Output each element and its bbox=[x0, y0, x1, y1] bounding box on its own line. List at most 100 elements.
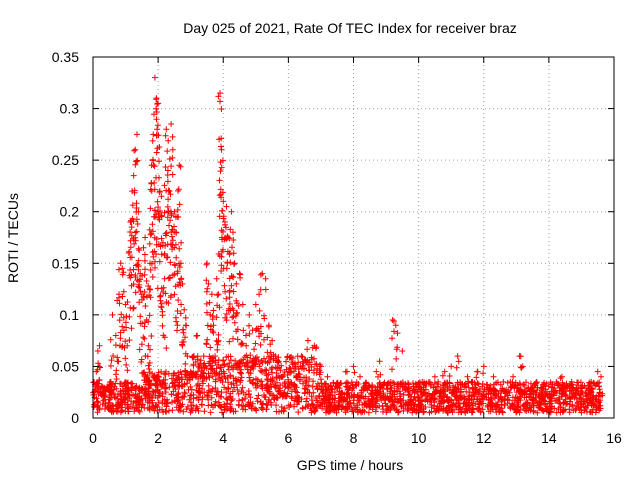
data-point bbox=[312, 395, 319, 401]
data-point bbox=[117, 260, 124, 267]
data-point bbox=[283, 366, 290, 373]
data-point bbox=[216, 136, 223, 143]
data-point bbox=[474, 368, 481, 375]
data-point bbox=[521, 382, 528, 389]
data-point bbox=[188, 371, 195, 377]
data-point bbox=[195, 394, 202, 401]
data-point bbox=[154, 198, 161, 205]
data-point bbox=[106, 382, 113, 389]
data-point bbox=[587, 380, 594, 387]
y-tick-label: 0.2 bbox=[60, 204, 80, 220]
data-point bbox=[141, 257, 148, 264]
data-point bbox=[589, 385, 596, 392]
data-point bbox=[145, 362, 152, 369]
data-point bbox=[393, 355, 400, 362]
data-point bbox=[154, 126, 161, 133]
data-point bbox=[218, 268, 225, 274]
data-point bbox=[351, 369, 358, 376]
data-point bbox=[112, 342, 119, 349]
data-point bbox=[252, 301, 259, 308]
data-point bbox=[214, 292, 221, 299]
data-point bbox=[171, 208, 178, 215]
data-point bbox=[173, 214, 179, 221]
data-point bbox=[557, 375, 564, 382]
data-point bbox=[202, 363, 209, 370]
data-point bbox=[498, 388, 505, 394]
data-point bbox=[258, 383, 265, 390]
data-point bbox=[520, 389, 526, 396]
data-point bbox=[264, 334, 271, 341]
data-point bbox=[181, 306, 188, 313]
data-point bbox=[407, 405, 413, 412]
data-point bbox=[395, 409, 401, 416]
data-point bbox=[195, 407, 202, 414]
data-point bbox=[262, 394, 269, 401]
data-point bbox=[153, 105, 160, 112]
data-point bbox=[190, 353, 197, 360]
data-point bbox=[169, 399, 175, 406]
data-point bbox=[140, 334, 147, 341]
data-point bbox=[421, 408, 427, 415]
data-point bbox=[95, 391, 102, 398]
data-point bbox=[240, 327, 247, 334]
data-point bbox=[101, 396, 108, 403]
data-point bbox=[348, 404, 355, 411]
data-point bbox=[372, 387, 379, 394]
data-point bbox=[477, 409, 484, 416]
data-point bbox=[547, 394, 553, 401]
data-point bbox=[183, 372, 190, 379]
data-point bbox=[461, 400, 468, 406]
data-point bbox=[168, 121, 175, 127]
data-point bbox=[218, 262, 225, 269]
data-point bbox=[287, 354, 294, 361]
data-point bbox=[287, 401, 294, 408]
data-point bbox=[309, 401, 316, 408]
data-point bbox=[184, 380, 190, 387]
data-point bbox=[117, 390, 123, 397]
data-point bbox=[317, 363, 324, 370]
data-point bbox=[115, 358, 122, 365]
data-point bbox=[167, 241, 174, 248]
data-point bbox=[510, 373, 517, 380]
data-point bbox=[174, 322, 181, 329]
data-point bbox=[205, 402, 212, 409]
data-point bbox=[321, 399, 328, 406]
data-point bbox=[145, 342, 152, 349]
data-point bbox=[165, 209, 172, 215]
data-point bbox=[218, 227, 225, 234]
data-point bbox=[158, 300, 165, 307]
data-point bbox=[405, 380, 411, 387]
data-point bbox=[350, 363, 357, 370]
data-point bbox=[182, 314, 189, 321]
data-point bbox=[305, 361, 312, 368]
data-point bbox=[247, 352, 254, 359]
data-point bbox=[182, 367, 189, 374]
data-point bbox=[230, 237, 237, 243]
data-point bbox=[119, 265, 126, 272]
data-point bbox=[469, 408, 475, 415]
data-point bbox=[508, 384, 515, 391]
data-point bbox=[105, 399, 112, 406]
data-point bbox=[199, 374, 206, 381]
data-point bbox=[470, 385, 477, 392]
data-point bbox=[258, 405, 265, 412]
data-point bbox=[163, 409, 170, 416]
data-point bbox=[487, 397, 494, 404]
data-point bbox=[431, 373, 438, 380]
data-point bbox=[149, 156, 156, 163]
data-point bbox=[232, 408, 239, 415]
data-point bbox=[509, 394, 516, 401]
data-point bbox=[215, 93, 222, 100]
data-point bbox=[228, 282, 235, 289]
data-point bbox=[451, 392, 458, 398]
data-point bbox=[149, 221, 156, 228]
data-point bbox=[585, 392, 592, 399]
data-point bbox=[220, 368, 227, 375]
data-point bbox=[550, 388, 557, 395]
data-point bbox=[203, 375, 210, 382]
data-point bbox=[299, 354, 306, 360]
data-point bbox=[172, 262, 179, 269]
data-point bbox=[293, 374, 300, 381]
data-point bbox=[454, 395, 460, 402]
data-point bbox=[223, 395, 230, 402]
